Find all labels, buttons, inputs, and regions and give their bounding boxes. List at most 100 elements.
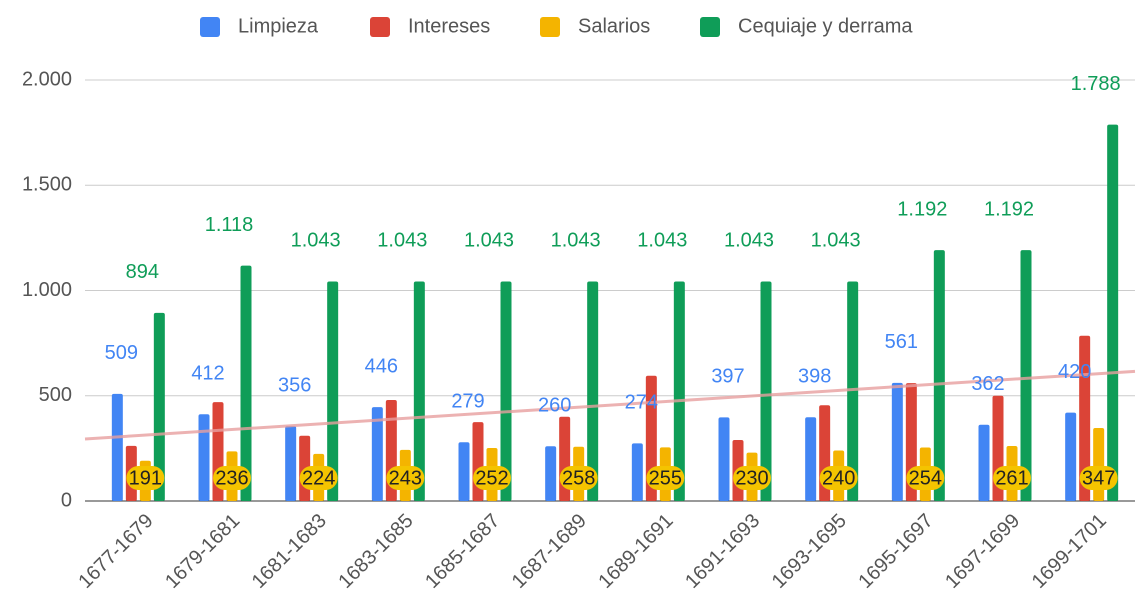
data-label: 279 bbox=[451, 391, 484, 413]
y-tick-label: 2.000 bbox=[22, 68, 72, 90]
data-label-bg bbox=[819, 466, 858, 490]
bar bbox=[847, 281, 859, 501]
bar bbox=[458, 442, 470, 501]
data-label: 561 bbox=[885, 331, 918, 353]
bar bbox=[111, 393, 123, 501]
legend-label: Intereses bbox=[408, 15, 490, 37]
data-label: 240 bbox=[822, 467, 855, 489]
data-label: 258 bbox=[562, 467, 595, 489]
bar bbox=[1020, 250, 1032, 501]
bar bbox=[1079, 335, 1091, 501]
x-tick-label: 1687-1689 bbox=[508, 510, 591, 593]
bar bbox=[545, 446, 557, 501]
bar bbox=[153, 312, 165, 501]
data-label: 252 bbox=[475, 467, 508, 489]
data-label: 1.192 bbox=[984, 198, 1034, 220]
data-label: 420 bbox=[1058, 361, 1091, 383]
data-label: 356 bbox=[278, 374, 311, 396]
legend-label: Salarios bbox=[578, 15, 650, 37]
x-tick-label: 1679-1681 bbox=[161, 510, 244, 593]
bar bbox=[587, 281, 599, 501]
data-label: 1.192 bbox=[897, 198, 947, 220]
data-label-bg bbox=[906, 466, 945, 490]
data-label: 191 bbox=[129, 467, 162, 489]
x-tick-label: 1683-1685 bbox=[334, 510, 417, 593]
x-tick-label: 1699-1701 bbox=[1028, 510, 1111, 593]
data-label: 509 bbox=[105, 342, 138, 364]
bar bbox=[1065, 412, 1077, 501]
data-label: 1.043 bbox=[637, 230, 687, 252]
data-label-bg bbox=[1079, 466, 1118, 490]
data-label-bg bbox=[299, 466, 338, 490]
bar bbox=[198, 414, 210, 501]
y-tick-label: 1.500 bbox=[22, 174, 72, 196]
data-label: 274 bbox=[625, 392, 658, 414]
bar bbox=[805, 417, 817, 501]
legend-swatch bbox=[700, 17, 720, 37]
data-label: 254 bbox=[909, 467, 942, 489]
data-label: 1.788 bbox=[1071, 73, 1121, 95]
data-label-bg bbox=[646, 466, 685, 490]
data-label: 1.043 bbox=[811, 230, 861, 252]
data-label-bg bbox=[993, 466, 1031, 490]
data-label: 1.118 bbox=[205, 214, 254, 236]
bar bbox=[891, 382, 903, 501]
data-label-bg bbox=[126, 466, 165, 490]
bar bbox=[933, 250, 945, 501]
data-label: 397 bbox=[711, 366, 744, 388]
data-label: 255 bbox=[649, 467, 682, 489]
data-label: 362 bbox=[971, 373, 1004, 395]
bar bbox=[673, 281, 685, 501]
x-tick-label: 1695-1697 bbox=[854, 510, 937, 593]
data-label: 1.043 bbox=[377, 230, 427, 252]
bar bbox=[413, 281, 425, 501]
x-tick-label: 1693-1695 bbox=[768, 510, 851, 593]
legend-swatch bbox=[200, 17, 220, 37]
bar bbox=[285, 426, 297, 501]
data-label: 1.043 bbox=[291, 230, 341, 252]
bar bbox=[371, 407, 383, 501]
data-label: 260 bbox=[538, 395, 571, 417]
data-label: 224 bbox=[302, 467, 335, 489]
data-label: 230 bbox=[735, 467, 768, 489]
data-label: 1.043 bbox=[551, 230, 601, 252]
data-label: 1.043 bbox=[464, 230, 514, 252]
data-label: 347 bbox=[1082, 467, 1115, 489]
data-label: 261 bbox=[995, 467, 1028, 489]
data-label-bg bbox=[559, 466, 598, 490]
x-tick-label: 1697-1699 bbox=[941, 510, 1024, 593]
data-label: 894 bbox=[126, 261, 159, 283]
data-label: 446 bbox=[365, 355, 398, 377]
data-label-bg bbox=[386, 466, 425, 490]
bar bbox=[718, 417, 730, 501]
legend-label: Limpieza bbox=[238, 15, 319, 37]
x-tick-label: 1685-1687 bbox=[421, 510, 504, 593]
bar bbox=[760, 281, 772, 501]
data-label: 398 bbox=[798, 366, 831, 388]
bar bbox=[500, 281, 512, 501]
legend-swatch bbox=[540, 17, 560, 37]
trendline bbox=[84, 369, 1136, 441]
data-label: 1.043 bbox=[724, 230, 774, 252]
x-tick-label: 1681-1683 bbox=[248, 510, 331, 593]
data-label: 236 bbox=[215, 467, 248, 489]
data-label-bg bbox=[213, 466, 251, 490]
data-label: 412 bbox=[191, 363, 224, 385]
bar bbox=[1093, 427, 1105, 501]
y-tick-label: 1.000 bbox=[22, 279, 72, 301]
bar bbox=[327, 281, 339, 501]
x-tick-label: 1677-1679 bbox=[74, 510, 157, 593]
legend-swatch bbox=[370, 17, 390, 37]
data-label: 243 bbox=[389, 467, 422, 489]
data-label-bg bbox=[473, 466, 511, 490]
y-tick-label: 500 bbox=[39, 384, 72, 406]
bar bbox=[631, 443, 643, 501]
data-label-bg bbox=[733, 466, 771, 490]
x-tick-label: 1689-1691 bbox=[594, 510, 677, 593]
bar bbox=[1107, 124, 1119, 501]
x-tick-label: 1691-1693 bbox=[681, 510, 764, 593]
bar bbox=[240, 265, 252, 501]
bar bbox=[978, 424, 990, 501]
y-tick-label: 0 bbox=[61, 489, 72, 511]
